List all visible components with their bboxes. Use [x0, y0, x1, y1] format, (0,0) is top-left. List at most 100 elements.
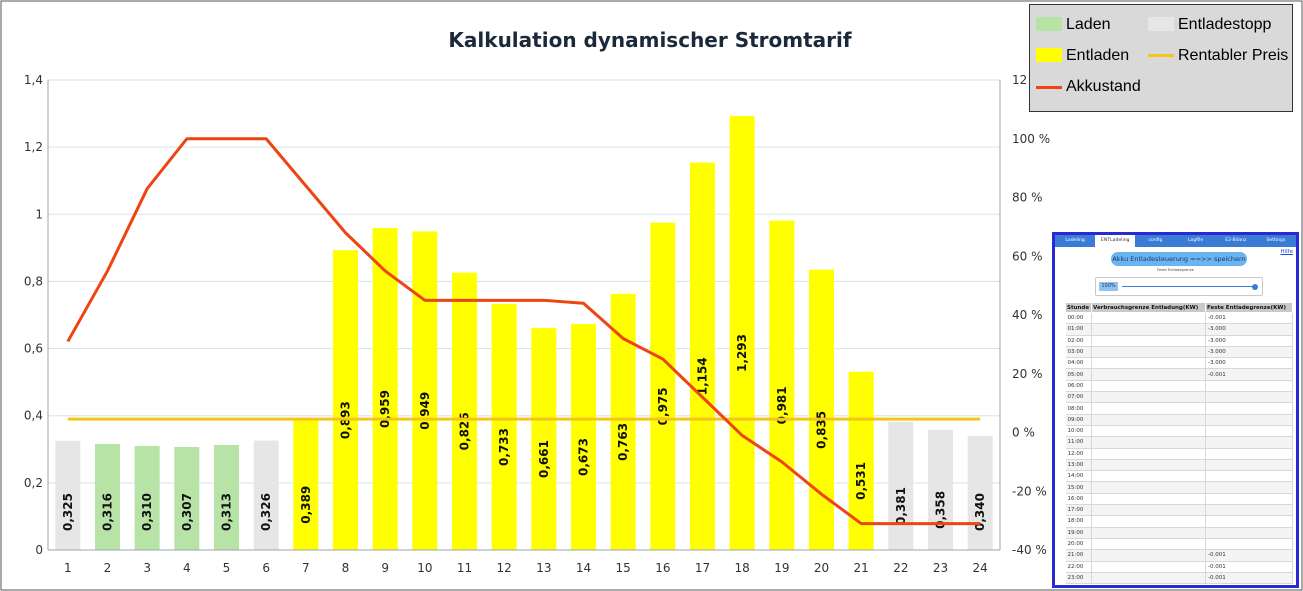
cell-verbrauchsgrenze[interactable] [1091, 538, 1206, 551]
cell-feste-entladegrenze[interactable] [1205, 538, 1293, 551]
x-tick-label: 5 [223, 561, 231, 575]
bar-data-label: 0,733 [497, 428, 511, 466]
cell-feste-entladegrenze[interactable] [1205, 380, 1293, 393]
bar-hour-2 [95, 443, 120, 550]
tab-entladeling[interactable]: ENTLadeling [1095, 235, 1136, 247]
cell-stunde: 14:00 [1065, 470, 1092, 483]
cell-verbrauchsgrenze[interactable] [1091, 335, 1206, 347]
column-header-feste-entladegrenze: Feste Entladegrenze(KW) [1205, 302, 1293, 313]
bar-data-label: 0,325 [61, 493, 75, 531]
cell-feste-entladegrenze[interactable] [1205, 527, 1293, 539]
bar-hour-16 [650, 222, 676, 550]
table-row: 17:00 [1065, 504, 1293, 517]
cell-verbrauchsgrenze[interactable] [1091, 312, 1206, 325]
cell-feste-entladegrenze[interactable] [1205, 493, 1293, 506]
cell-stunde: 13:00 [1065, 459, 1092, 472]
tab-logfile[interactable]: Logfile [1188, 238, 1204, 243]
cell-stunde: 19:00 [1065, 527, 1092, 539]
cell-verbrauchsgrenze[interactable] [1091, 504, 1206, 517]
cell-verbrauchsgrenze[interactable] [1091, 572, 1206, 585]
cell-verbrauchsgrenze[interactable] [1091, 448, 1206, 460]
cell-verbrauchsgrenze[interactable] [1091, 425, 1206, 438]
cell-verbrauchsgrenze[interactable] [1091, 402, 1206, 415]
x-tick-label: 18 [735, 561, 750, 575]
cell-feste-entladegrenze[interactable] [1205, 459, 1293, 472]
legend-swatch-entladen [1036, 48, 1062, 62]
bar-data-label: 0,835 [815, 411, 829, 449]
bar-hour-3 [134, 445, 160, 550]
x-tick-label: 20 [814, 561, 829, 575]
y2-tick-label: 20 % [1012, 367, 1043, 381]
bar-data-label: 0,949 [418, 392, 432, 430]
akkustand-line [66, 137, 981, 526]
table-row: 03:00 -3.000 [1065, 346, 1293, 359]
bar-data-label: 1,293 [735, 334, 749, 372]
cell-verbrauchsgrenze[interactable] [1091, 414, 1206, 426]
slider-thumb[interactable] [1252, 283, 1258, 290]
bar-hour-18 [729, 115, 755, 551]
help-link[interactable]: Hilfe [1280, 249, 1293, 255]
x-tick-label: 23 [933, 561, 948, 575]
cell-verbrauchsgrenze[interactable] [1091, 459, 1206, 472]
bar-hour-24 [967, 435, 993, 550]
cell-feste-entladegrenze[interactable]: -0.001 [1205, 368, 1293, 381]
gridlines [48, 79, 1000, 551]
table-row: 19:00 [1065, 527, 1293, 539]
cell-verbrauchsgrenze[interactable] [1091, 470, 1206, 483]
cell-feste-entladegrenze[interactable] [1205, 504, 1293, 517]
bar-data-label: 0,661 [537, 440, 551, 478]
x-tick-label: 4 [183, 561, 191, 575]
cell-feste-entladegrenze[interactable] [1205, 448, 1293, 460]
cell-verbrauchsgrenze[interactable] [1091, 493, 1206, 506]
cell-verbrauchsgrenze[interactable] [1091, 527, 1206, 539]
tab-settings[interactable]: Settings [1266, 238, 1286, 243]
tab-ladeling[interactable]: Ladeling [1065, 238, 1085, 243]
cell-feste-entladegrenze[interactable]: -3.000 [1205, 346, 1293, 359]
cell-verbrauchsgrenze[interactable] [1091, 346, 1206, 359]
cell-feste-entladegrenze[interactable] [1205, 402, 1293, 415]
cell-verbrauchsgrenze[interactable] [1091, 368, 1206, 381]
cell-feste-entladegrenze[interactable]: -3.000 [1205, 357, 1293, 370]
x-tick-label: 3 [143, 561, 151, 575]
cell-feste-entladegrenze[interactable] [1205, 470, 1293, 483]
cell-feste-entladegrenze[interactable]: -0.001 [1205, 572, 1293, 585]
cell-verbrauchsgrenze[interactable] [1091, 391, 1206, 404]
cell-feste-entladegrenze[interactable] [1205, 515, 1293, 528]
slider-track[interactable] [1122, 286, 1256, 287]
y-tick-label: 0,6 [24, 342, 43, 356]
cell-feste-entladegrenze[interactable]: -3.000 [1205, 323, 1293, 336]
cell-verbrauchsgrenze[interactable] [1091, 515, 1206, 528]
bar-hour-22 [888, 422, 914, 550]
table-row: 10:00 [1065, 425, 1293, 438]
entladegrenze-slider[interactable]: 100% [1095, 277, 1263, 296]
cell-verbrauchsgrenze[interactable] [1091, 323, 1206, 336]
save-button[interactable]: Akku Entladesteuerung ==>> speichern [1111, 252, 1247, 266]
cell-feste-entladegrenze[interactable]: -0.001 [1205, 561, 1293, 573]
bar-hour-11 [452, 272, 477, 550]
bar-data-label: 0,326 [259, 493, 273, 531]
cell-feste-entladegrenze[interactable]: -0.001 [1205, 312, 1293, 325]
cell-stunde: 16:00 [1065, 493, 1092, 506]
table-row: 07:00 [1065, 391, 1293, 404]
cell-verbrauchsgrenze[interactable] [1091, 357, 1206, 370]
bar-hour-8 [333, 250, 358, 550]
cell-verbrauchsgrenze[interactable] [1091, 481, 1206, 494]
tab-e2-bilanz[interactable]: E2-Bilanz [1225, 238, 1247, 243]
slider-caption: Feste Entladegrenze [1157, 268, 1194, 272]
tab-config[interactable]: config [1148, 238, 1163, 243]
bar-data-label: 0,975 [656, 387, 670, 425]
lines [66, 137, 981, 526]
cell-verbrauchsgrenze[interactable] [1091, 436, 1206, 449]
cell-verbrauchsgrenze[interactable] [1091, 561, 1206, 573]
cell-feste-entladegrenze[interactable]: -0.001 [1205, 549, 1293, 562]
cell-stunde: 17:00 [1065, 504, 1092, 517]
cell-verbrauchsgrenze[interactable] [1091, 549, 1206, 562]
cell-verbrauchsgrenze[interactable] [1091, 380, 1206, 393]
cell-feste-entladegrenze[interactable] [1205, 436, 1293, 449]
cell-feste-entladegrenze[interactable] [1205, 391, 1293, 404]
cell-feste-entladegrenze[interactable] [1205, 425, 1293, 438]
cell-feste-entladegrenze[interactable] [1205, 414, 1293, 426]
cell-feste-entladegrenze[interactable] [1205, 481, 1293, 494]
cell-feste-entladegrenze[interactable]: -3.000 [1205, 335, 1293, 347]
x-tick-label: 1 [64, 561, 72, 575]
